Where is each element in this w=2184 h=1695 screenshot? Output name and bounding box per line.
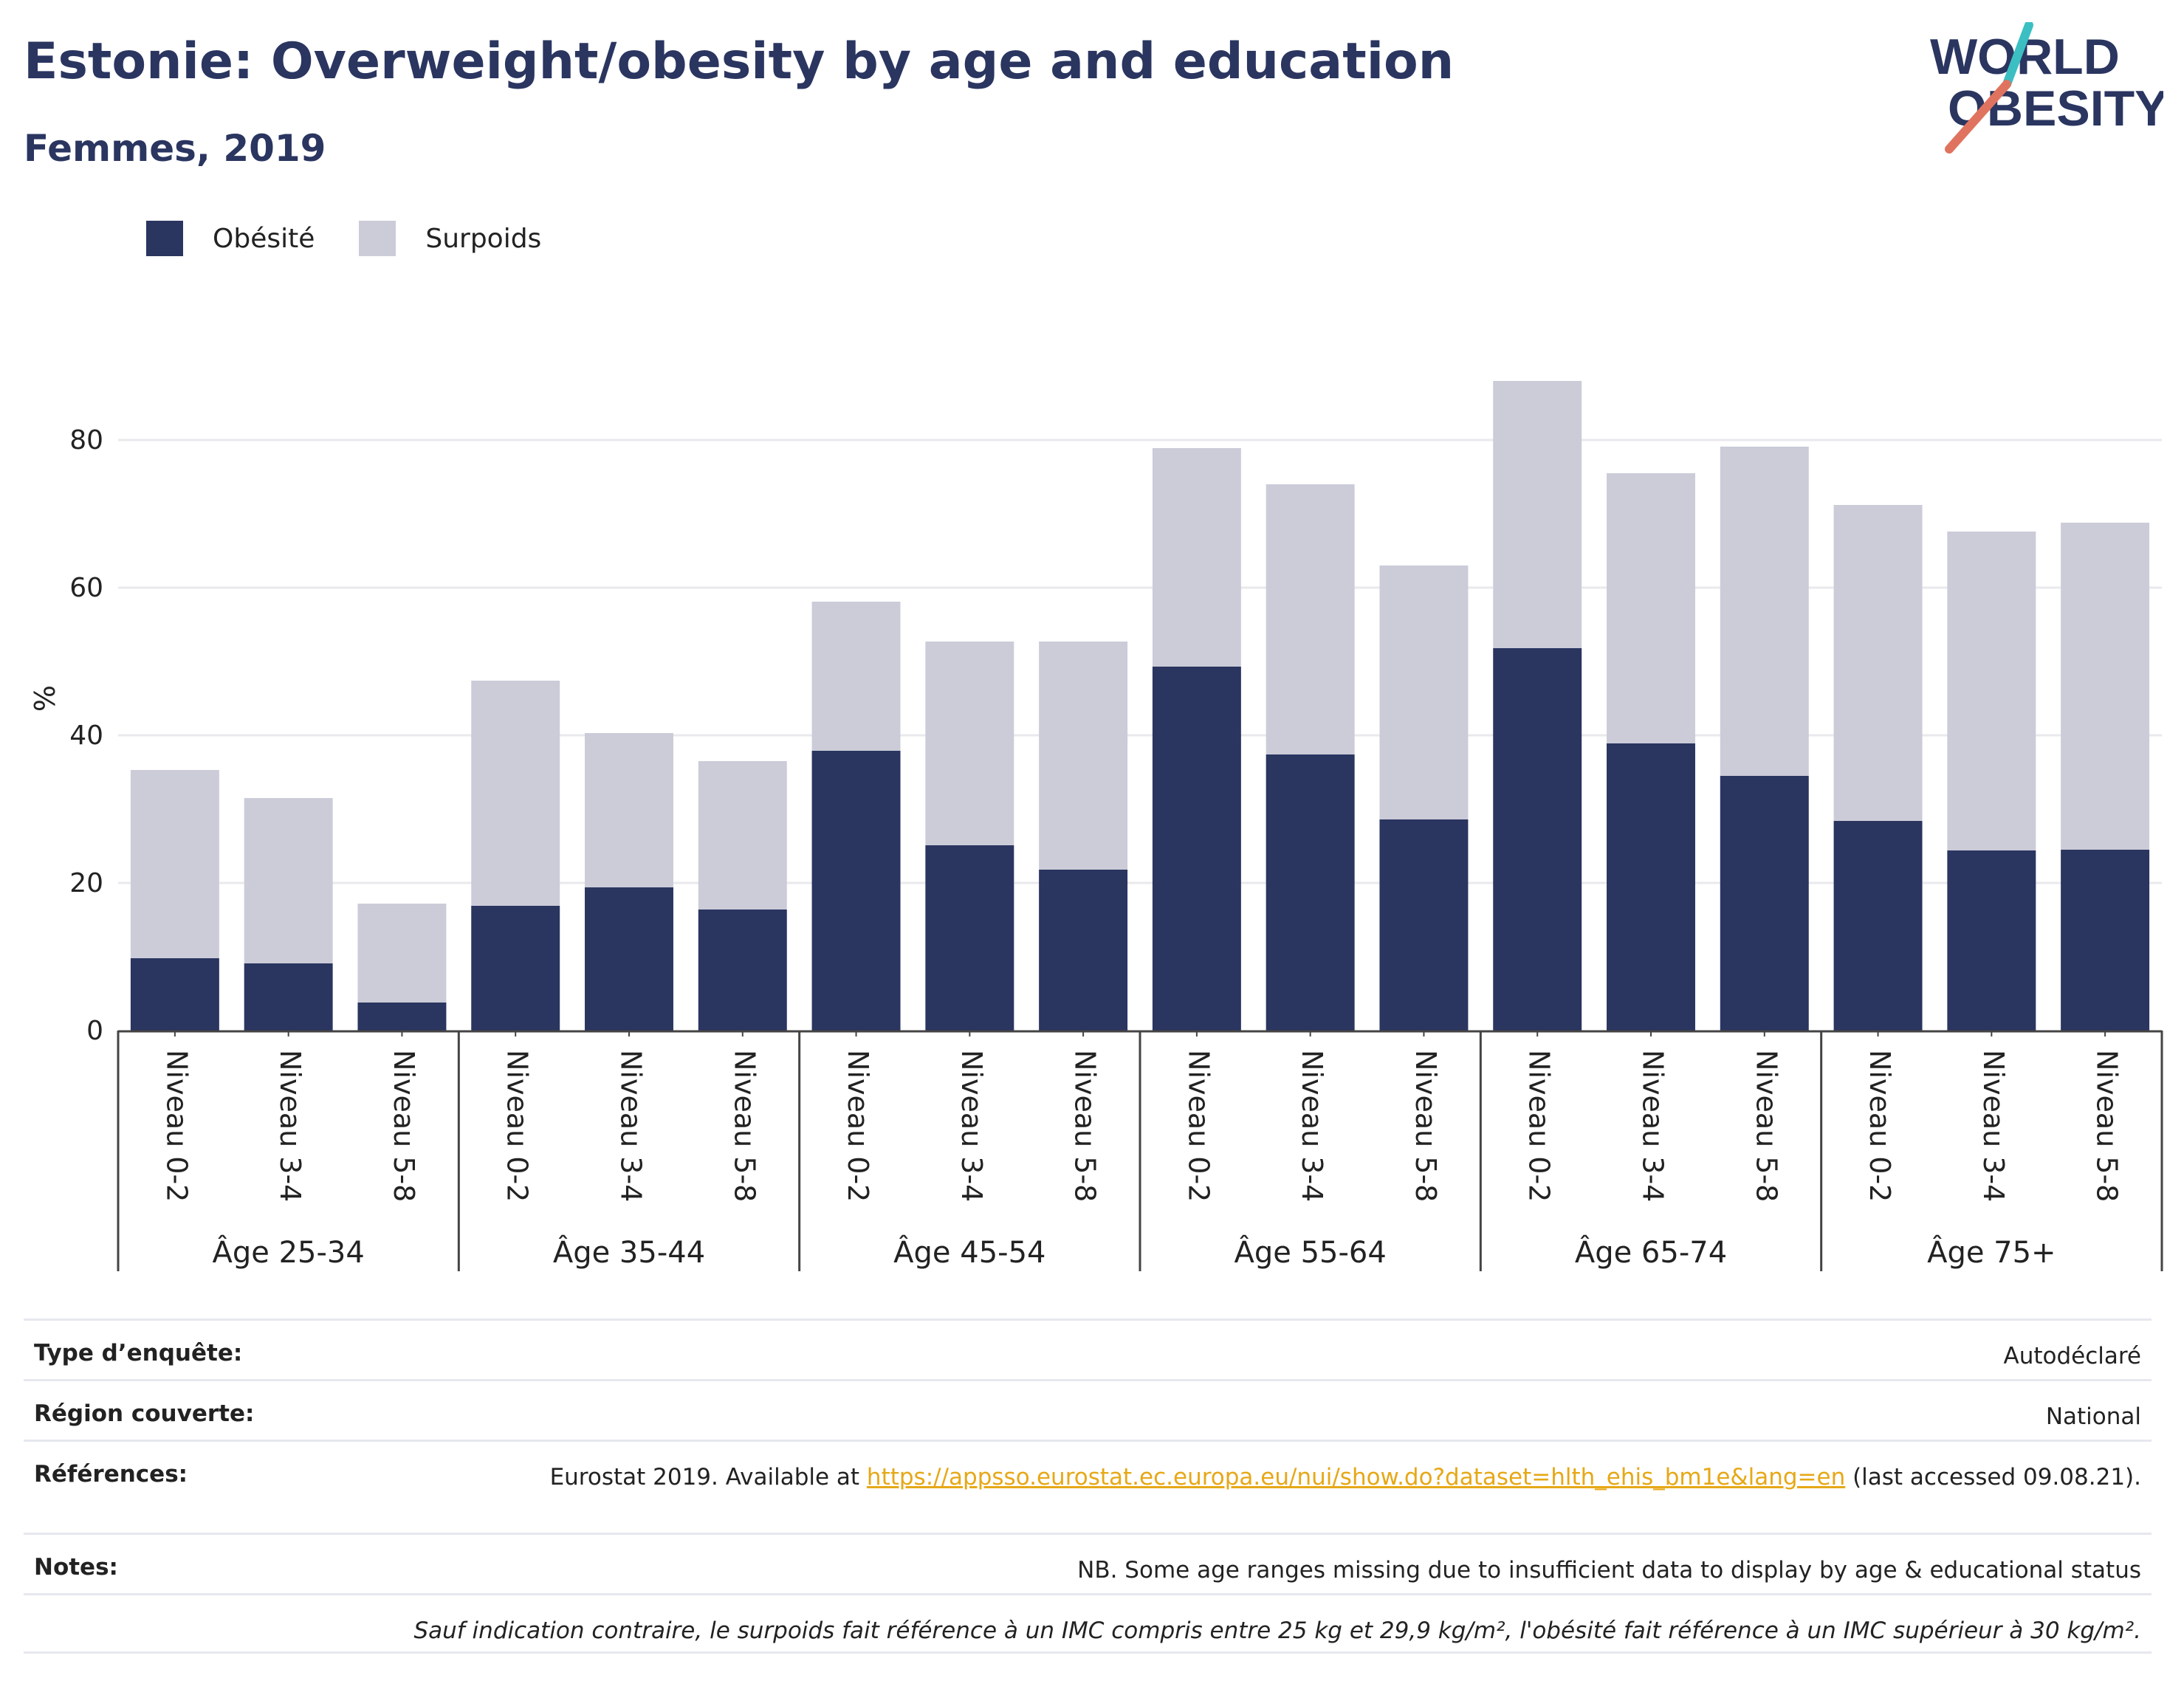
bar-overweight xyxy=(1152,448,1241,667)
bar-overweight xyxy=(1720,447,1809,776)
y-tick-label-60: 60 xyxy=(69,573,103,603)
bar-obesity xyxy=(1833,821,1923,1031)
bar-overweight xyxy=(698,761,787,910)
x-tick-label: Niveau 3-4 xyxy=(1977,1050,2010,1202)
bar-obesity xyxy=(1493,648,1582,1031)
x-tick-label: Niveau 0-2 xyxy=(1864,1050,1896,1202)
x-tick-label: Niveau 0-2 xyxy=(501,1050,534,1202)
bar-overweight xyxy=(244,798,333,963)
y-tick-label-80: 80 xyxy=(69,425,103,455)
legend-swatch-overweight xyxy=(359,221,396,256)
bar-overweight xyxy=(1947,532,2036,850)
bar-overweight xyxy=(1493,381,1582,648)
chart-title: Estonie: Overweight/obesity by age and e… xyxy=(24,32,1455,91)
info-value-region: National xyxy=(2045,1403,2141,1430)
info-row-survey: Type d’enquête: Autodéclaré xyxy=(24,1318,2152,1379)
bar-overweight xyxy=(1266,484,1355,754)
x-tick-label: Niveau 5-8 xyxy=(1069,1050,1102,1202)
logo-slash-teal xyxy=(2002,22,2033,89)
bar-obesity xyxy=(1039,870,1128,1031)
info-footnote: Sauf indication contraire, le surpoids f… xyxy=(413,1617,2141,1644)
x-tick-label: Niveau 0-2 xyxy=(160,1050,193,1202)
bar-chart: 0 20 40 60 80% Niveau 0-2 Niveau 3-4 Niveau 5-8… xyxy=(29,381,2163,1271)
eurostat-link[interactable]: https://appsso.eurostat.ec.europa.eu/nui… xyxy=(866,1464,1846,1491)
info-label-survey: Type d’enquête: xyxy=(34,1340,243,1366)
x-tick-label: Niveau 5-8 xyxy=(2091,1050,2123,1202)
x-tick-label: Niveau 3-4 xyxy=(615,1050,648,1202)
bar-obesity xyxy=(244,963,333,1031)
bar-obesity xyxy=(1379,819,1469,1031)
x-tick-label: Niveau 5-8 xyxy=(728,1050,760,1202)
group-label: Âge 25-34 xyxy=(213,1234,365,1270)
bar-obesity xyxy=(1152,667,1241,1031)
x-tick-label: Niveau 0-2 xyxy=(842,1050,874,1202)
bar-overweight xyxy=(130,770,219,958)
ref-suffix: (last accessed 09.08.21). xyxy=(1845,1464,2141,1491)
bar-overweight xyxy=(1833,505,1923,821)
bar-obesity xyxy=(811,751,901,1031)
chart-subtitle: Femmes, 2019 xyxy=(24,127,326,170)
legend-label-overweight: Surpoids xyxy=(425,223,542,254)
y-tick-label-0: 0 xyxy=(86,1016,103,1046)
info-value-survey: Autodéclaré xyxy=(2003,1343,2141,1369)
info-row-notes: Notes: NB. Some age ranges missing due t… xyxy=(24,1533,2152,1593)
x-tick-label: Niveau 3-4 xyxy=(274,1050,306,1202)
y-axis-label: % xyxy=(29,685,61,712)
x-tick-label: Niveau 3-4 xyxy=(1296,1050,1328,1202)
bar-obesity xyxy=(698,910,787,1031)
bar-obesity xyxy=(585,887,673,1031)
bar-obesity xyxy=(1720,776,1809,1031)
x-tick-label: Niveau 5-8 xyxy=(388,1050,420,1202)
bar-overweight xyxy=(1379,565,1469,819)
info-row-region: Région couverte: National xyxy=(24,1379,2152,1440)
bar-obesity xyxy=(2061,850,2150,1031)
bar-overweight xyxy=(1039,642,1128,870)
chart-legend: Obésité Surpoids xyxy=(146,218,586,259)
group-label: Âge 75+ xyxy=(1927,1234,2056,1270)
bar-obesity xyxy=(1947,850,2036,1031)
legend-item-overweight[interactable]: Surpoids xyxy=(359,221,541,256)
x-tick-label: Niveau 5-8 xyxy=(1750,1050,1782,1202)
info-value-notes: NB. Some age ranges missing due to insuf… xyxy=(1077,1557,2141,1584)
info-table: Type d’enquête: Autodéclaré Région couve… xyxy=(24,1318,2152,1654)
legend-swatch-obesity xyxy=(146,221,183,256)
x-tick-label: Niveau 3-4 xyxy=(955,1050,988,1202)
group-label: Âge 45-54 xyxy=(893,1234,1045,1270)
group-label: Âge 65-74 xyxy=(1575,1234,1727,1270)
logo-slash-red xyxy=(1945,80,2011,154)
info-label-notes: Notes: xyxy=(34,1554,118,1581)
bar-overweight xyxy=(1607,473,1695,743)
info-label-references: Références: xyxy=(34,1461,188,1488)
bar-obesity xyxy=(925,845,1014,1031)
world-obesity-logo: WORLD OBESITY xyxy=(1930,22,2163,154)
group-label: Âge 35-44 xyxy=(553,1234,705,1270)
group-label: Âge 55-64 xyxy=(1234,1234,1387,1270)
legend-label-obesity: Obésité xyxy=(213,223,315,254)
bar-obesity xyxy=(1266,754,1355,1031)
bar-obesity xyxy=(471,906,560,1031)
x-tick-label: Niveau 3-4 xyxy=(1637,1050,1669,1202)
x-tick-label: Niveau 5-8 xyxy=(1409,1050,1442,1202)
bar-overweight xyxy=(585,733,673,887)
info-row-footnote: Sauf indication contraire, le surpoids f… xyxy=(24,1593,2152,1654)
bar-overweight xyxy=(471,681,560,906)
bar-obesity xyxy=(130,958,219,1031)
info-value-references: Eurostat 2019. Available at https://apps… xyxy=(550,1461,2141,1493)
bar-overweight xyxy=(2061,523,2150,850)
ref-prefix: Eurostat 2019. Available at xyxy=(549,1464,867,1491)
x-tick-label: Niveau 0-2 xyxy=(1523,1050,1556,1202)
info-label-region: Région couverte: xyxy=(34,1400,255,1427)
bar-obesity xyxy=(357,1003,447,1031)
bar-overweight xyxy=(357,904,447,1003)
bar-overweight xyxy=(925,642,1014,845)
bar-obesity xyxy=(1607,743,1695,1031)
y-tick-label-20: 20 xyxy=(69,868,103,898)
y-tick-label-40: 40 xyxy=(69,721,103,751)
info-row-references: Références: Eurostat 2019. Available at … xyxy=(24,1440,2152,1533)
x-tick-label: Niveau 0-2 xyxy=(1182,1050,1215,1202)
bar-overweight xyxy=(811,602,901,751)
legend-item-obesity[interactable]: Obésité xyxy=(146,221,315,256)
